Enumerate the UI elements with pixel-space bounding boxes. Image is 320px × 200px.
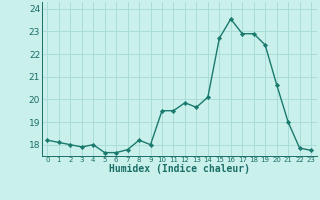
X-axis label: Humidex (Indice chaleur): Humidex (Indice chaleur) [109, 164, 250, 174]
